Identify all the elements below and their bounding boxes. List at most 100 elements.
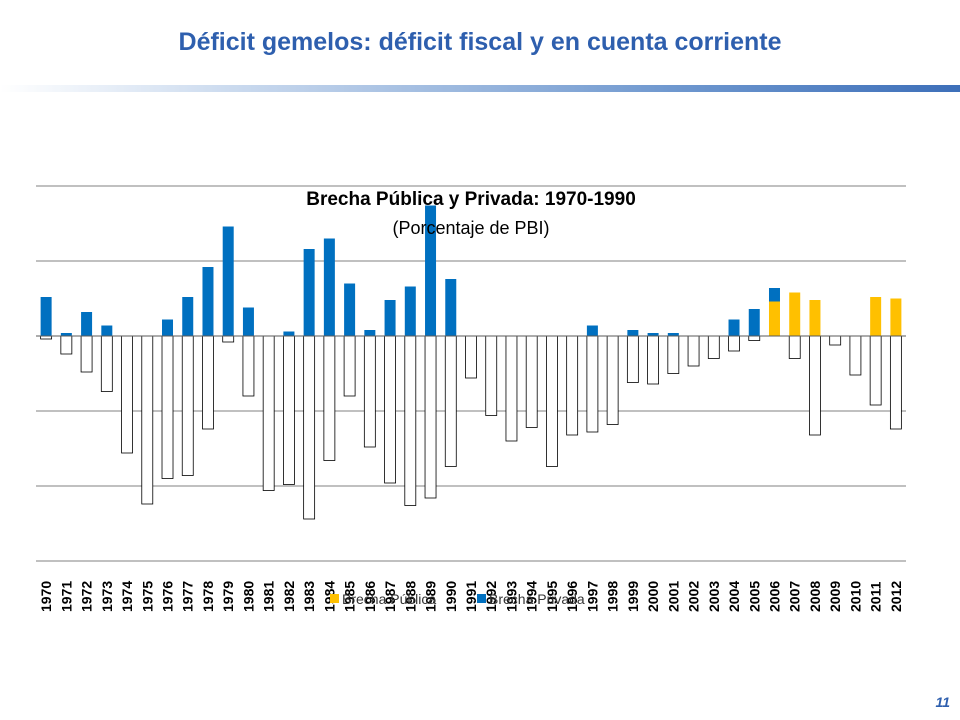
year-label: 1972 <box>79 581 95 612</box>
chart-subtitle: (Porcentaje de PBI) <box>392 218 549 238</box>
year-label: 1983 <box>301 581 317 612</box>
year-label: 1988 <box>402 581 418 612</box>
bar-privada-1998 <box>606 335 619 425</box>
bar-privada-2007 <box>788 335 801 359</box>
bar-privada-1991 <box>465 335 477 379</box>
year-label: 2003 <box>706 581 722 612</box>
bar-publica-1972 <box>81 312 93 336</box>
bar-publica-1999 <box>627 330 639 336</box>
page-number: 11 <box>935 694 950 710</box>
year-label: 2007 <box>787 581 803 612</box>
bar-publica-2007 <box>789 292 801 336</box>
year-label: 2001 <box>665 581 681 612</box>
year-label: 1976 <box>160 581 176 612</box>
bar-privada-2010 <box>849 335 862 376</box>
bar-privada-1984 <box>323 335 336 461</box>
bar-publica-1985 <box>344 283 356 336</box>
bar-privada-1971 <box>60 335 73 355</box>
year-label: 2004 <box>726 581 742 612</box>
year-label: 1977 <box>180 581 196 612</box>
year-label: 1970 <box>38 581 54 612</box>
gridlines <box>36 185 906 562</box>
bar-publica-1971 <box>60 333 72 336</box>
bar-privada-2008 <box>809 335 821 436</box>
bar-privada-1999 <box>626 335 639 383</box>
bar-publica-1987 <box>384 300 396 336</box>
legend-label-publica: Brecha Pública <box>342 591 436 607</box>
bar-privada-1985 <box>343 335 356 397</box>
year-label: 1986 <box>362 581 378 612</box>
bar-publica-1977 <box>182 297 194 336</box>
year-label: 2008 <box>807 581 823 612</box>
bar-privada-2002 <box>687 335 700 367</box>
bar-publica-1980 <box>242 307 254 336</box>
year-label: 2010 <box>847 581 863 612</box>
bar-publica-2000 <box>647 333 659 336</box>
bar-privada-2003 <box>707 335 720 359</box>
year-label: 1980 <box>240 581 256 612</box>
bar-privada-1981 <box>262 335 275 491</box>
bar-privada-1996 <box>566 335 579 436</box>
legend-swatch-publica <box>330 594 339 603</box>
year-label: 1991 <box>463 581 479 612</box>
bar-publica-1978 <box>202 267 214 336</box>
year-label: 2011 <box>868 581 884 612</box>
year-label: 1999 <box>625 581 641 612</box>
bar-privada-1974 <box>121 335 133 454</box>
title-divider <box>0 85 960 92</box>
bar-publica-1976 <box>162 319 174 336</box>
bar-privada-1980 <box>242 335 255 397</box>
bar-privada-1973 <box>100 335 113 392</box>
bar-privada-1987 <box>384 335 396 484</box>
legend-swatch-privada <box>477 594 486 603</box>
year-label: 1996 <box>564 581 580 612</box>
bar-privada-1994 <box>525 335 538 428</box>
bar-publica-2005 <box>748 309 760 336</box>
year-label: 1973 <box>99 581 115 612</box>
bar-privada-1988 <box>404 335 417 506</box>
bar-privada-1993 <box>505 335 518 442</box>
bar-publica-1988 <box>404 286 416 336</box>
year-label: 1992 <box>483 581 499 612</box>
bar-privada-1992 <box>485 335 498 416</box>
bar-privada-1986 <box>363 335 376 448</box>
bar-privada-1978 <box>202 335 214 430</box>
bar-publica-2006-base <box>768 301 780 336</box>
bar-publica-1986 <box>364 330 376 336</box>
year-label: 1990 <box>443 581 459 612</box>
bar-privada-1997 <box>586 335 599 433</box>
year-label: 1971 <box>58 581 74 612</box>
bar-privada-1979 <box>222 335 235 343</box>
year-label: 1997 <box>584 581 600 612</box>
year-label: 1974 <box>119 581 135 612</box>
bar-publica-1989 <box>425 205 437 336</box>
year-label: 1989 <box>423 581 439 612</box>
bar-privada-1983 <box>303 335 316 520</box>
chart-title: Brecha Pública y Privada: 1970-1990 <box>306 189 636 210</box>
bar-publica-2008 <box>809 300 821 336</box>
year-label: 1998 <box>605 581 621 612</box>
year-label: 1987 <box>382 581 398 612</box>
bar-privada-2001 <box>667 335 680 374</box>
year-label: 2000 <box>645 581 661 612</box>
bar-privada-2004 <box>728 335 740 352</box>
bar-publica-1984 <box>323 238 335 336</box>
year-label: 2006 <box>766 581 782 612</box>
bar-publica-2004 <box>728 319 740 336</box>
bar-privada-2009 <box>829 335 842 346</box>
year-label: 2012 <box>888 581 904 612</box>
bar-publica-2006-top <box>768 288 780 302</box>
year-label: 1978 <box>200 581 216 612</box>
bar-publica-1970 <box>40 297 52 336</box>
bar-privada-2011 <box>869 335 882 406</box>
bar-privada-1977 <box>181 335 194 476</box>
legend: Brecha Pública Brecha Privada <box>330 591 585 607</box>
bars <box>40 205 902 520</box>
year-label: 1975 <box>139 581 155 612</box>
bar-publica-2001 <box>667 333 679 336</box>
bar-publica-1990 <box>445 279 457 336</box>
bar-privada-1982 <box>283 335 295 485</box>
year-label: 1984 <box>321 581 337 612</box>
bar-privada-1972 <box>80 335 93 373</box>
bar-publica-2011 <box>870 297 882 336</box>
